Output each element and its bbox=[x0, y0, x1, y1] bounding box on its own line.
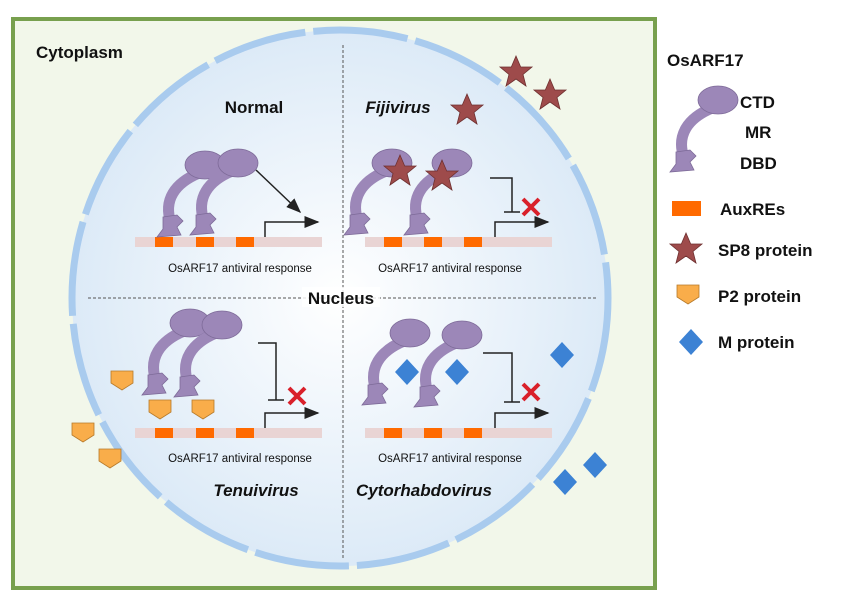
auxre-box bbox=[424, 237, 442, 247]
transcription-start-arrow bbox=[264, 407, 320, 428]
nuclear-envelope bbox=[68, 26, 612, 570]
auxre-box bbox=[155, 428, 173, 438]
red-x-icon bbox=[521, 382, 541, 402]
auxre-box bbox=[196, 237, 214, 247]
caption-fijivirus: OsARF17 antiviral response bbox=[378, 263, 522, 275]
inhibition-cytorhabdovirus bbox=[483, 352, 550, 428]
transcription-start-arrow bbox=[494, 216, 550, 237]
dna-cytorhabdovirus bbox=[365, 428, 552, 438]
auxre-legend-icon bbox=[672, 201, 701, 216]
legend-osarf17-icon bbox=[670, 86, 738, 172]
legend-domain-dbd: DBD bbox=[740, 154, 777, 173]
dna-normal bbox=[135, 237, 322, 247]
caption-normal: OsARF17 antiviral response bbox=[168, 263, 312, 275]
quadrant-title-cytorhabdovirus: Cytorhabdovirus bbox=[356, 481, 492, 500]
auxre-box bbox=[155, 237, 173, 247]
dna-fijivirus bbox=[365, 237, 552, 247]
legend-sp8: SP8 protein bbox=[718, 241, 812, 260]
star-legend-icon bbox=[669, 232, 703, 264]
quadrant-title-normal: Normal bbox=[225, 98, 284, 117]
inhibition-tenuivirus bbox=[258, 342, 320, 428]
legend-m: M protein bbox=[718, 333, 795, 352]
cytoplasm-label: Cytoplasm bbox=[36, 43, 123, 62]
legend-title: OsARF17 bbox=[667, 51, 744, 70]
auxre-box bbox=[236, 428, 254, 438]
auxre-box bbox=[196, 428, 214, 438]
red-x-icon bbox=[521, 197, 541, 217]
legend-auxres: AuxREs bbox=[720, 200, 785, 219]
legend: OsARF17 CTD MR DBD AuxREs SP8 protein P2… bbox=[667, 51, 812, 355]
auxre-box bbox=[236, 237, 254, 247]
transcription-start-arrow bbox=[494, 407, 550, 428]
inhibition-bar bbox=[490, 177, 520, 213]
auxre-box bbox=[464, 237, 482, 247]
inhibition-bar bbox=[483, 352, 520, 403]
dna-tenuivirus bbox=[135, 428, 322, 438]
quadrant-title-tenuivirus: Tenuivirus bbox=[213, 481, 298, 500]
activation-arrow bbox=[255, 169, 302, 214]
inhibition-bar bbox=[258, 342, 284, 401]
transcription-start-arrow bbox=[264, 216, 320, 237]
auxre-box bbox=[424, 428, 442, 438]
diamond-legend-icon bbox=[679, 329, 703, 355]
auxre-box bbox=[464, 428, 482, 438]
inhibition-fijivirus bbox=[490, 177, 550, 237]
auxre-box bbox=[384, 428, 402, 438]
caption-tenuivirus: OsARF17 antiviral response bbox=[168, 453, 312, 465]
quadrant-title-fijivirus: Fijivirus bbox=[365, 98, 430, 117]
legend-domain-ctd: CTD bbox=[740, 93, 775, 112]
legend-p2: P2 protein bbox=[718, 287, 801, 306]
caption-cytorhabdovirus: OsARF17 antiviral response bbox=[378, 453, 522, 465]
legend-domain-mr: MR bbox=[745, 123, 771, 142]
nucleus-label: Nucleus bbox=[308, 289, 374, 308]
red-x-icon bbox=[287, 386, 307, 406]
auxre-box bbox=[384, 237, 402, 247]
pentagon-legend-icon bbox=[676, 284, 700, 305]
